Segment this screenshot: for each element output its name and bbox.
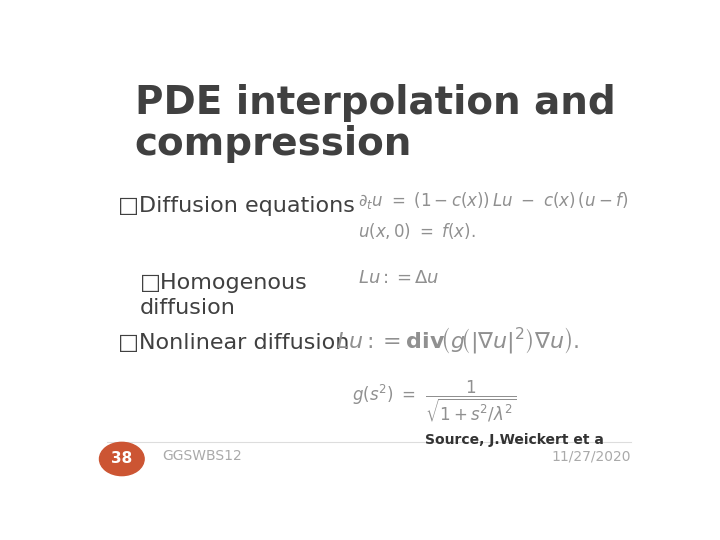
Text: $u(x,0)\ =\ f(x).$: $u(x,0)\ =\ f(x).$ — [358, 221, 476, 241]
Text: diffusion: diffusion — [140, 298, 236, 318]
Text: □Homogenous: □Homogenous — [140, 273, 308, 293]
Text: $\dfrac{1}{\sqrt{1 + s^2/\lambda^2}}$: $\dfrac{1}{\sqrt{1 + s^2/\lambda^2}}$ — [425, 379, 516, 424]
Circle shape — [99, 442, 144, 476]
Text: □Nonlinear diffusion: □Nonlinear diffusion — [118, 333, 349, 353]
Text: GGSWBS12: GGSWBS12 — [163, 449, 243, 463]
Text: Source, J.Weickert et a: Source, J.Weickert et a — [425, 433, 603, 447]
Text: □Diffusion equations: □Diffusion equations — [118, 196, 355, 216]
Text: 11/27/2020: 11/27/2020 — [552, 449, 631, 463]
Text: PDE interpolation and: PDE interpolation and — [135, 84, 616, 122]
Text: 38: 38 — [111, 451, 132, 467]
Text: compression: compression — [135, 125, 412, 163]
Text: $Lu := \mathbf{div}\!\left(g\!\left(|\nabla u|^2\right)\nabla u\right).$: $Lu := \mathbf{div}\!\left(g\!\left(|\na… — [336, 325, 579, 355]
Text: $Lu := \Delta u$: $Lu := \Delta u$ — [358, 268, 439, 287]
Text: $g(s^2) \ =$: $g(s^2) \ =$ — [352, 383, 416, 407]
Text: $\partial_t u \ =\ (1-c(x))\,Lu\ -\ c(x)\,(u-f)$: $\partial_t u \ =\ (1-c(x))\,Lu\ -\ c(x)… — [358, 190, 628, 211]
